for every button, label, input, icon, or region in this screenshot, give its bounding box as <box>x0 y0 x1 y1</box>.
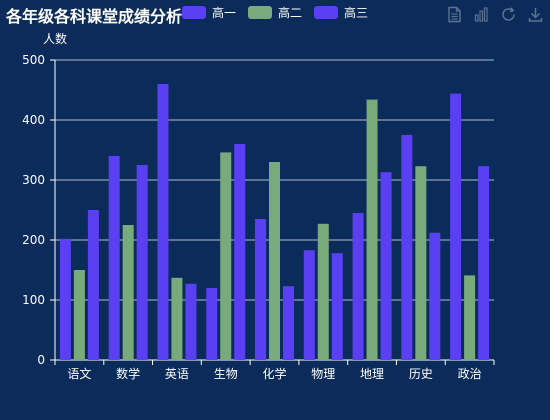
bar-数学-高一 <box>108 156 120 360</box>
bar-政治-高二 <box>464 275 476 360</box>
bar-生物-高一 <box>206 288 218 360</box>
y-tick-label-0: 0 <box>37 353 45 367</box>
download-icon[interactable] <box>527 6 544 23</box>
x-tick-label-生物: 生物 <box>214 367 238 381</box>
toolbox <box>446 6 544 23</box>
legend-swatch-series-2 <box>248 6 273 19</box>
legend-item-series-2[interactable]: 高二 <box>248 4 302 21</box>
legend-item-series-3[interactable]: 高三 <box>314 4 368 21</box>
x-tick-label-历史: 历史 <box>409 367 433 381</box>
bar-英语-高一 <box>157 84 169 360</box>
bar-历史-高一 <box>401 135 413 360</box>
bar-政治-高一 <box>450 93 462 360</box>
legend-label-series-3: 高三 <box>344 6 369 20</box>
bar-历史-高三 <box>429 232 441 360</box>
legend-label-series-2: 高二 <box>278 6 303 20</box>
legend-swatch-series-1 <box>182 6 206 19</box>
x-tick-label-数学: 数学 <box>116 366 140 381</box>
bar-语文-高二 <box>73 270 85 360</box>
bar-物理-高一 <box>303 250 315 360</box>
bar-数学-高三 <box>136 165 148 360</box>
bar-生物-高三 <box>234 144 246 360</box>
x-tick-label-化学: 化学 <box>262 366 286 381</box>
bar-chart-icon[interactable] <box>473 6 490 23</box>
bar-物理-高三 <box>331 253 343 360</box>
bar-政治-高三 <box>478 166 490 360</box>
bar-化学-高二 <box>269 162 280 360</box>
legend-item-series-1[interactable]: 高一 <box>182 4 236 21</box>
y-tick-label-400: 400 <box>22 113 45 127</box>
data-view-icon[interactable] <box>446 6 463 23</box>
bar-语文-高一 <box>59 238 71 360</box>
bar-生物-高二 <box>220 152 232 360</box>
y-tick-label-200: 200 <box>22 233 45 247</box>
y-axis-label: 人数 <box>43 31 67 46</box>
y-tick-label-300: 300 <box>22 173 45 187</box>
legend-swatch-series-3 <box>314 6 339 19</box>
bar-地理-高一 <box>352 213 364 360</box>
bar-数学-高二 <box>122 225 134 360</box>
bar-历史-高二 <box>415 166 427 360</box>
bar-地理-高二 <box>366 99 378 360</box>
y-tick-label-100: 100 <box>22 293 45 307</box>
bar-地理-高三 <box>380 172 392 360</box>
bar-化学-高三 <box>283 286 294 360</box>
chart-title: 各年级各科课堂成绩分析 <box>6 7 183 26</box>
x-tick-label-语文: 语文 <box>67 366 91 381</box>
x-tick-label-地理: 地理 <box>360 367 384 381</box>
bar-化学-高一 <box>255 219 266 360</box>
x-tick-label-物理: 物理 <box>311 367 335 381</box>
bar-语文-高三 <box>87 210 99 360</box>
legend-label-series-1: 高一 <box>212 6 237 20</box>
x-tick-label-英语: 英语 <box>165 367 189 381</box>
y-tick-label-500: 500 <box>22 53 45 67</box>
bar-英语-高二 <box>171 277 183 360</box>
bar-物理-高二 <box>317 223 329 360</box>
bar-英语-高三 <box>185 283 197 360</box>
restore-icon[interactable] <box>500 6 517 23</box>
x-tick-label-政治: 政治 <box>458 367 482 381</box>
chart-legend: 高一 高二 高三 <box>182 4 380 21</box>
